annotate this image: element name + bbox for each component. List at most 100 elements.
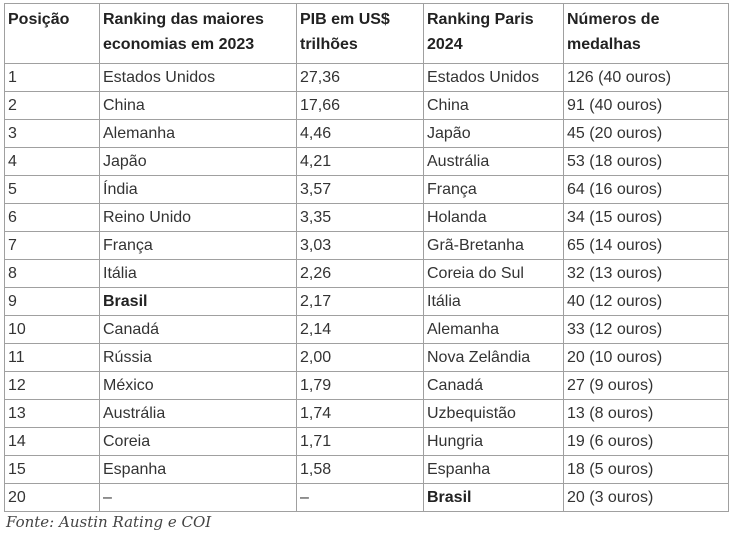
table-row: 13 Austrália 1,74 Uzbequistão 13 (8 ouros)	[4, 399, 729, 428]
table-cell: 18 (5 ouros)	[563, 455, 729, 484]
table-row: 10 Canadá 2,14 Alemanha 33 (12 ouros)	[4, 315, 729, 344]
table-cell: 4,21	[296, 147, 424, 176]
table-cell: –	[296, 483, 424, 512]
table-row: 11 Rússia 2,00 Nova Zelândia 20 (10 ouros)	[4, 343, 729, 372]
table-cell: Índia	[99, 175, 297, 204]
table-cell: 64 (16 ouros)	[563, 175, 729, 204]
table-cell: Itália	[423, 287, 564, 316]
table-cell: Brasil	[99, 287, 297, 316]
table-row: 9 Brasil 2,17 Itália 40 (12 ouros)	[4, 287, 729, 316]
table-cell: 20 (10 ouros)	[563, 343, 729, 372]
table-cell: 27,36	[296, 63, 424, 92]
table-cell: 20 (3 ouros)	[563, 483, 729, 512]
table-row: 15 Espanha 1,58 Espanha 18 (5 ouros)	[4, 455, 729, 484]
table-cell: Rússia	[99, 343, 297, 372]
table-cell: 2,26	[296, 259, 424, 288]
table-cell: 1,71	[296, 427, 424, 456]
ranking-table: Posição Ranking das maiores economias em …	[4, 3, 729, 512]
table-cell: Estados Unidos	[99, 63, 297, 92]
table-cell: 20	[4, 483, 100, 512]
table-cell: Espanha	[423, 455, 564, 484]
table-cell: Nova Zelândia	[423, 343, 564, 372]
column-header: PIB em US$ trilhões	[296, 3, 424, 64]
table-cell: Coreia do Sul	[423, 259, 564, 288]
table-cell: 17,66	[296, 91, 424, 120]
table-cell: Estados Unidos	[423, 63, 564, 92]
table-row: 1 Estados Unidos 27,36 Estados Unidos 126 (4…	[4, 63, 729, 92]
table-cell: Holanda	[423, 203, 564, 232]
table-cell: 32 (13 ouros)	[563, 259, 729, 288]
table-cell: 3	[4, 119, 100, 148]
column-header: Ranking Paris 2024	[423, 3, 564, 64]
table-cell: 2	[4, 91, 100, 120]
table-cell: 65 (14 ouros)	[563, 231, 729, 260]
table-cell: 10	[4, 315, 100, 344]
column-header: Números de medalhas	[563, 3, 729, 64]
table-cell: Uzbequistão	[423, 399, 564, 428]
table-body: 1 Estados Unidos 27,36 Estados Unidos 126 (4…	[4, 63, 729, 512]
table-cell: Itália	[99, 259, 297, 288]
column-header: Posição	[4, 3, 100, 64]
table-cell: Canadá	[99, 315, 297, 344]
table-row: 6 Reino Unido 3,35 Holanda 34 (15 ouros)	[4, 203, 729, 232]
table-row: 4 Japão 4,21 Austrália 53 (18 ouros)	[4, 147, 729, 176]
table-cell: Alemanha	[99, 119, 297, 148]
table-cell: Japão	[423, 119, 564, 148]
table-cell: Alemanha	[423, 315, 564, 344]
column-header: Ranking das maiores economias em 2023	[99, 3, 297, 64]
table-cell: 1	[4, 63, 100, 92]
table-cell: 4	[4, 147, 100, 176]
table-cell: 2,14	[296, 315, 424, 344]
table-cell: 34 (15 ouros)	[563, 203, 729, 232]
table-cell: 27 (9 ouros)	[563, 371, 729, 400]
table-cell: Reino Unido	[99, 203, 297, 232]
table-cell: Grã-Bretanha	[423, 231, 564, 260]
table-row: 14 Coreia 1,71 Hungria 19 (6 ouros)	[4, 427, 729, 456]
table-cell: –	[99, 483, 297, 512]
table-cell: Brasil	[423, 483, 564, 512]
table-cell: México	[99, 371, 297, 400]
table-row: 7 França 3,03 Grã-Bretanha 65 (14 ouros)	[4, 231, 729, 260]
table-cell: China	[99, 91, 297, 120]
table-cell: 45 (20 ouros)	[563, 119, 729, 148]
table-cell: China	[423, 91, 564, 120]
table-cell: 11	[4, 343, 100, 372]
table-cell: Japão	[99, 147, 297, 176]
table-cell: 13	[4, 399, 100, 428]
table-cell: 8	[4, 259, 100, 288]
table-cell: França	[423, 175, 564, 204]
table-cell: Canadá	[423, 371, 564, 400]
table-row: 8 Itália 2,26 Coreia do Sul 32 (13 ouros)	[4, 259, 729, 288]
table-cell: 12	[4, 371, 100, 400]
table-cell: Coreia	[99, 427, 297, 456]
table-cell: 14	[4, 427, 100, 456]
table-cell: 3,03	[296, 231, 424, 260]
table-row: 3 Alemanha 4,46 Japão 45 (20 ouros)	[4, 119, 729, 148]
table-cell: 15	[4, 455, 100, 484]
table-cell: França	[99, 231, 297, 260]
table-cell: Hungria	[423, 427, 564, 456]
table-cell: 33 (12 ouros)	[563, 315, 729, 344]
table-cell: 1,58	[296, 455, 424, 484]
table-cell: 13 (8 ouros)	[563, 399, 729, 428]
table-cell: Austrália	[99, 399, 297, 428]
table-row: 12 México 1,79 Canadá 27 (9 ouros)	[4, 371, 729, 400]
table-row: 5 Índia 3,57 França 64 (16 ouros)	[4, 175, 729, 204]
table-cell: 1,74	[296, 399, 424, 428]
table-cell: 2,00	[296, 343, 424, 372]
table-cell: 1,79	[296, 371, 424, 400]
table-cell: Espanha	[99, 455, 297, 484]
table-row: 2 China 17,66 China 91 (40 ouros)	[4, 91, 729, 120]
table-row: 20– – Brasil 20 (3 ouros)	[4, 483, 729, 512]
table-cell: 3,57	[296, 175, 424, 204]
table-cell: 5	[4, 175, 100, 204]
table-cell: 3,35	[296, 203, 424, 232]
table-cell: 7	[4, 231, 100, 260]
table-cell: 53 (18 ouros)	[563, 147, 729, 176]
source-note: Fonte: Austin Rating e COI	[6, 513, 212, 531]
table-cell: 19 (6 ouros)	[563, 427, 729, 456]
table-cell: 6	[4, 203, 100, 232]
table-cell: 9	[4, 287, 100, 316]
table-cell: 126 (40 ouros)	[563, 63, 729, 92]
